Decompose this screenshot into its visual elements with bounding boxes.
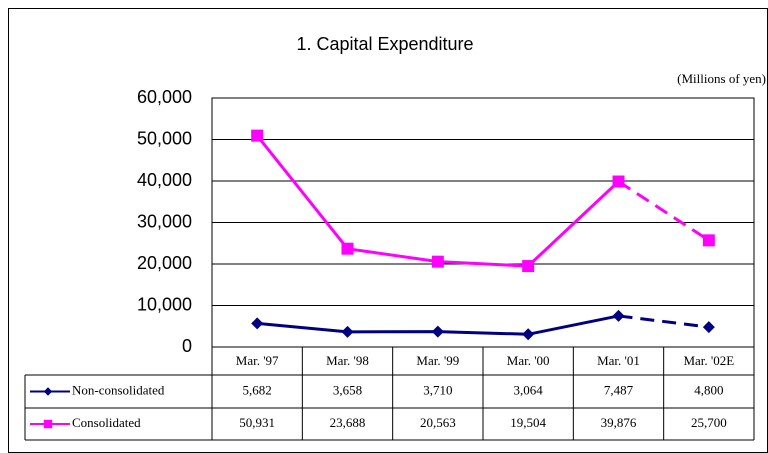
table-value: 4,800 (694, 382, 723, 397)
marker (341, 242, 354, 255)
marker (341, 325, 354, 338)
series-line-estimate (618, 314, 710, 329)
marker (612, 175, 625, 188)
y-tick-label: 0 (182, 336, 192, 356)
table-value: 3,658 (333, 382, 362, 397)
marker (612, 309, 625, 322)
table-value: 3,064 (514, 382, 544, 397)
table-value: 39,876 (601, 415, 637, 430)
chart-border (8, 8, 768, 453)
table-value: 3,710 (423, 382, 452, 397)
marker (522, 328, 535, 341)
marker (522, 260, 535, 273)
table-value: 7,487 (604, 382, 634, 397)
marker (431, 255, 444, 268)
x-tick-label: Mar. '97 (236, 353, 279, 368)
legend-label: Consolidated (72, 415, 141, 430)
y-tick-label: 50,000 (137, 128, 192, 148)
x-tick-label: Mar. '98 (326, 353, 369, 368)
table-value: 23,688 (330, 415, 366, 430)
marker (251, 129, 264, 142)
table-value: 25,700 (691, 415, 727, 430)
marker (251, 317, 264, 330)
x-tick-label: Mar. '99 (416, 353, 459, 368)
marker (702, 234, 715, 247)
table-value: 19,504 (510, 415, 546, 430)
table-value: 50,931 (239, 415, 275, 430)
chart-subtitle: (Millions of yen) (677, 71, 766, 86)
x-tick-label: Mar. '00 (507, 353, 550, 368)
legend-marker (43, 419, 53, 429)
legend-marker (43, 387, 53, 396)
y-tick-label: 60,000 (137, 87, 192, 107)
table-value: 20,563 (420, 415, 456, 430)
marker (702, 321, 715, 334)
y-tick-label: 20,000 (137, 253, 192, 273)
series-line-estimate (617, 180, 710, 242)
y-tick-label: 40,000 (137, 170, 192, 190)
legend-label: Non-consolidated (72, 382, 165, 397)
y-tick-label: 10,000 (137, 294, 192, 314)
chart-title: 1. Capital Expenditure (296, 34, 473, 54)
table-value: 5,682 (243, 382, 272, 397)
x-tick-label: Mar. '01 (597, 353, 640, 368)
marker (431, 325, 444, 338)
x-tick-label: Mar. '02E (683, 353, 734, 368)
y-tick-label: 30,000 (137, 211, 192, 231)
